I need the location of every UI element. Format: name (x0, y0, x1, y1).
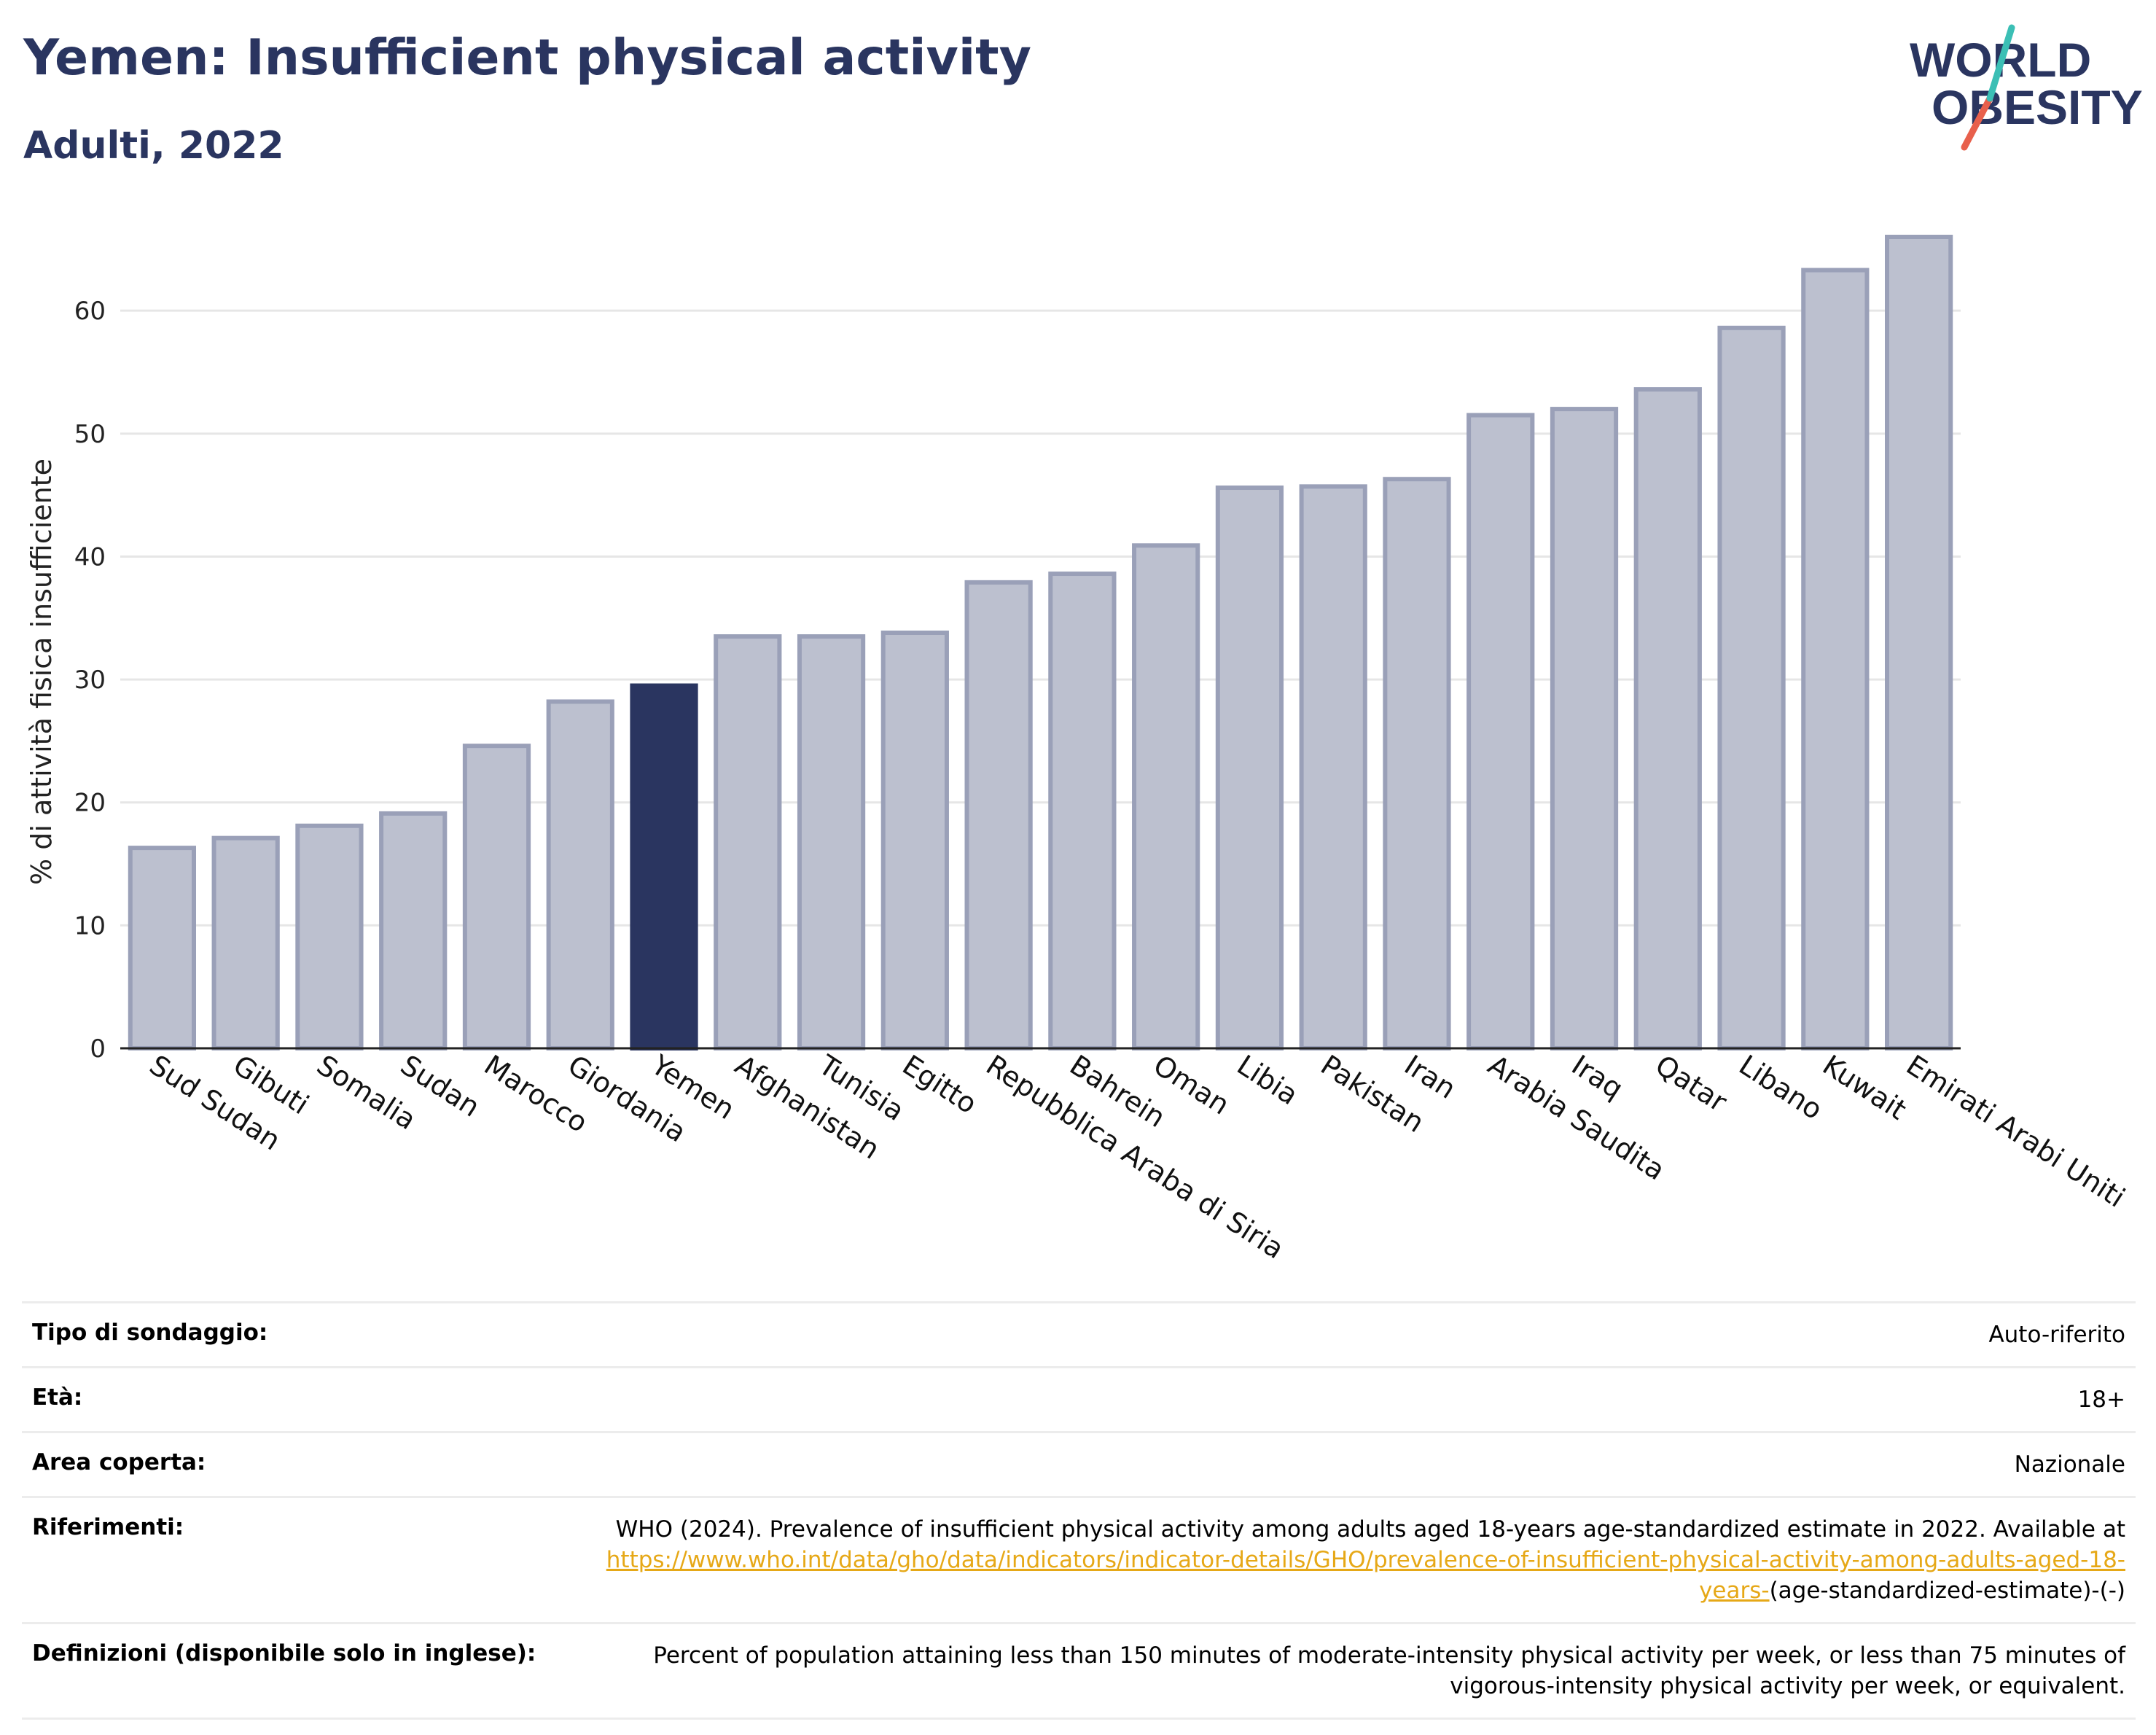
y-tick-label: 0 (90, 1034, 106, 1064)
reference-link[interactable]: https://www.who.int/data/gho/data/indica… (606, 1547, 2125, 1604)
logo-text-obesity: OBESITY (1932, 80, 2143, 134)
y-tick-label: 40 (74, 542, 106, 572)
bar (295, 823, 364, 1050)
bar (1383, 477, 1451, 1050)
world-obesity-logo: WORLD OBESITY (1910, 24, 2143, 151)
meta-value: 18+ (2077, 1387, 2125, 1413)
meta-value: Percent of population attaining less tha… (653, 1642, 2125, 1699)
chart-title: Yemen: Insufficient physical activity (23, 29, 1031, 87)
meta-row-definitions: Definizioni (disponibile solo in inglese… (22, 1622, 2136, 1720)
x-tick-label: Egitto (897, 1049, 983, 1120)
bar (128, 846, 196, 1050)
x-tick-label: Emirati Arabi Uniti (1901, 1049, 2130, 1214)
y-axis-label: % di attività fisica insufficiente (26, 459, 58, 885)
y-tick-label: 20 (74, 789, 106, 818)
bar (714, 634, 782, 1050)
bar (1717, 325, 1786, 1051)
bar (880, 631, 949, 1050)
meta-row-references: Riferimenti: WHO (2024). Prevalence of i… (22, 1496, 2136, 1622)
x-tick-label: Iran (1399, 1049, 1461, 1105)
bar (964, 580, 1033, 1050)
meta-value: WHO (2024). Prevalence of insufficient p… (595, 1514, 2125, 1606)
meta-label: Riferimenti: (32, 1514, 184, 1540)
meta-label: Età: (32, 1384, 83, 1411)
bar (1801, 268, 1870, 1050)
meta-row-survey-type: Tipo di sondaggio: Auto-riferito (22, 1301, 2136, 1366)
bar (1215, 486, 1284, 1050)
bar (546, 699, 614, 1050)
x-tick-label: Qatar (1649, 1049, 1733, 1118)
bar-chart: 0 10 20 30 40 50 60 % di attività fisica insuff… (26, 235, 2130, 1265)
y-tick-label: 10 (74, 911, 106, 940)
bar (1885, 235, 1953, 1050)
metadata-table: Tipo di sondaggio: Auto-riferito Età: 18… (22, 1301, 2136, 1720)
bar (797, 634, 866, 1050)
bar (462, 744, 531, 1050)
bar (1633, 387, 1702, 1050)
y-tick-label: 50 (74, 420, 106, 449)
reference-suffix: (age-standardized-estimate)-(-) (1769, 1578, 2125, 1604)
meta-row-area: Area coperta: Nazionale (22, 1431, 2136, 1496)
meta-label: Tipo di sondaggio: (32, 1319, 268, 1346)
bar (1550, 407, 1619, 1050)
y-tick-label: 30 (74, 666, 106, 695)
bar (1466, 413, 1535, 1050)
meta-row-age: Età: 18+ (22, 1366, 2136, 1431)
bar (211, 835, 280, 1051)
y-tick-label: 60 (74, 297, 106, 326)
meta-value: Auto-riferito (1988, 1322, 2125, 1348)
bar (1299, 484, 1367, 1050)
bar (1132, 543, 1200, 1050)
x-tick-label: Iraq (1566, 1049, 1629, 1105)
bar (379, 811, 448, 1050)
meta-label: Definizioni (disponibile solo in inglese… (32, 1640, 536, 1666)
x-tick-label: Libia (1232, 1049, 1304, 1112)
bar (630, 683, 698, 1050)
chart-subtitle: Adulti, 2022 (23, 124, 284, 168)
x-tick-label: Kuwait (1817, 1049, 1912, 1126)
meta-label: Area coperta: (32, 1449, 206, 1475)
reference-text: WHO (2024). Prevalence of insufficient p… (615, 1516, 2125, 1543)
x-tick-label: Libano (1733, 1049, 1828, 1126)
meta-value: Nazionale (2014, 1451, 2125, 1478)
bar (1048, 572, 1117, 1050)
